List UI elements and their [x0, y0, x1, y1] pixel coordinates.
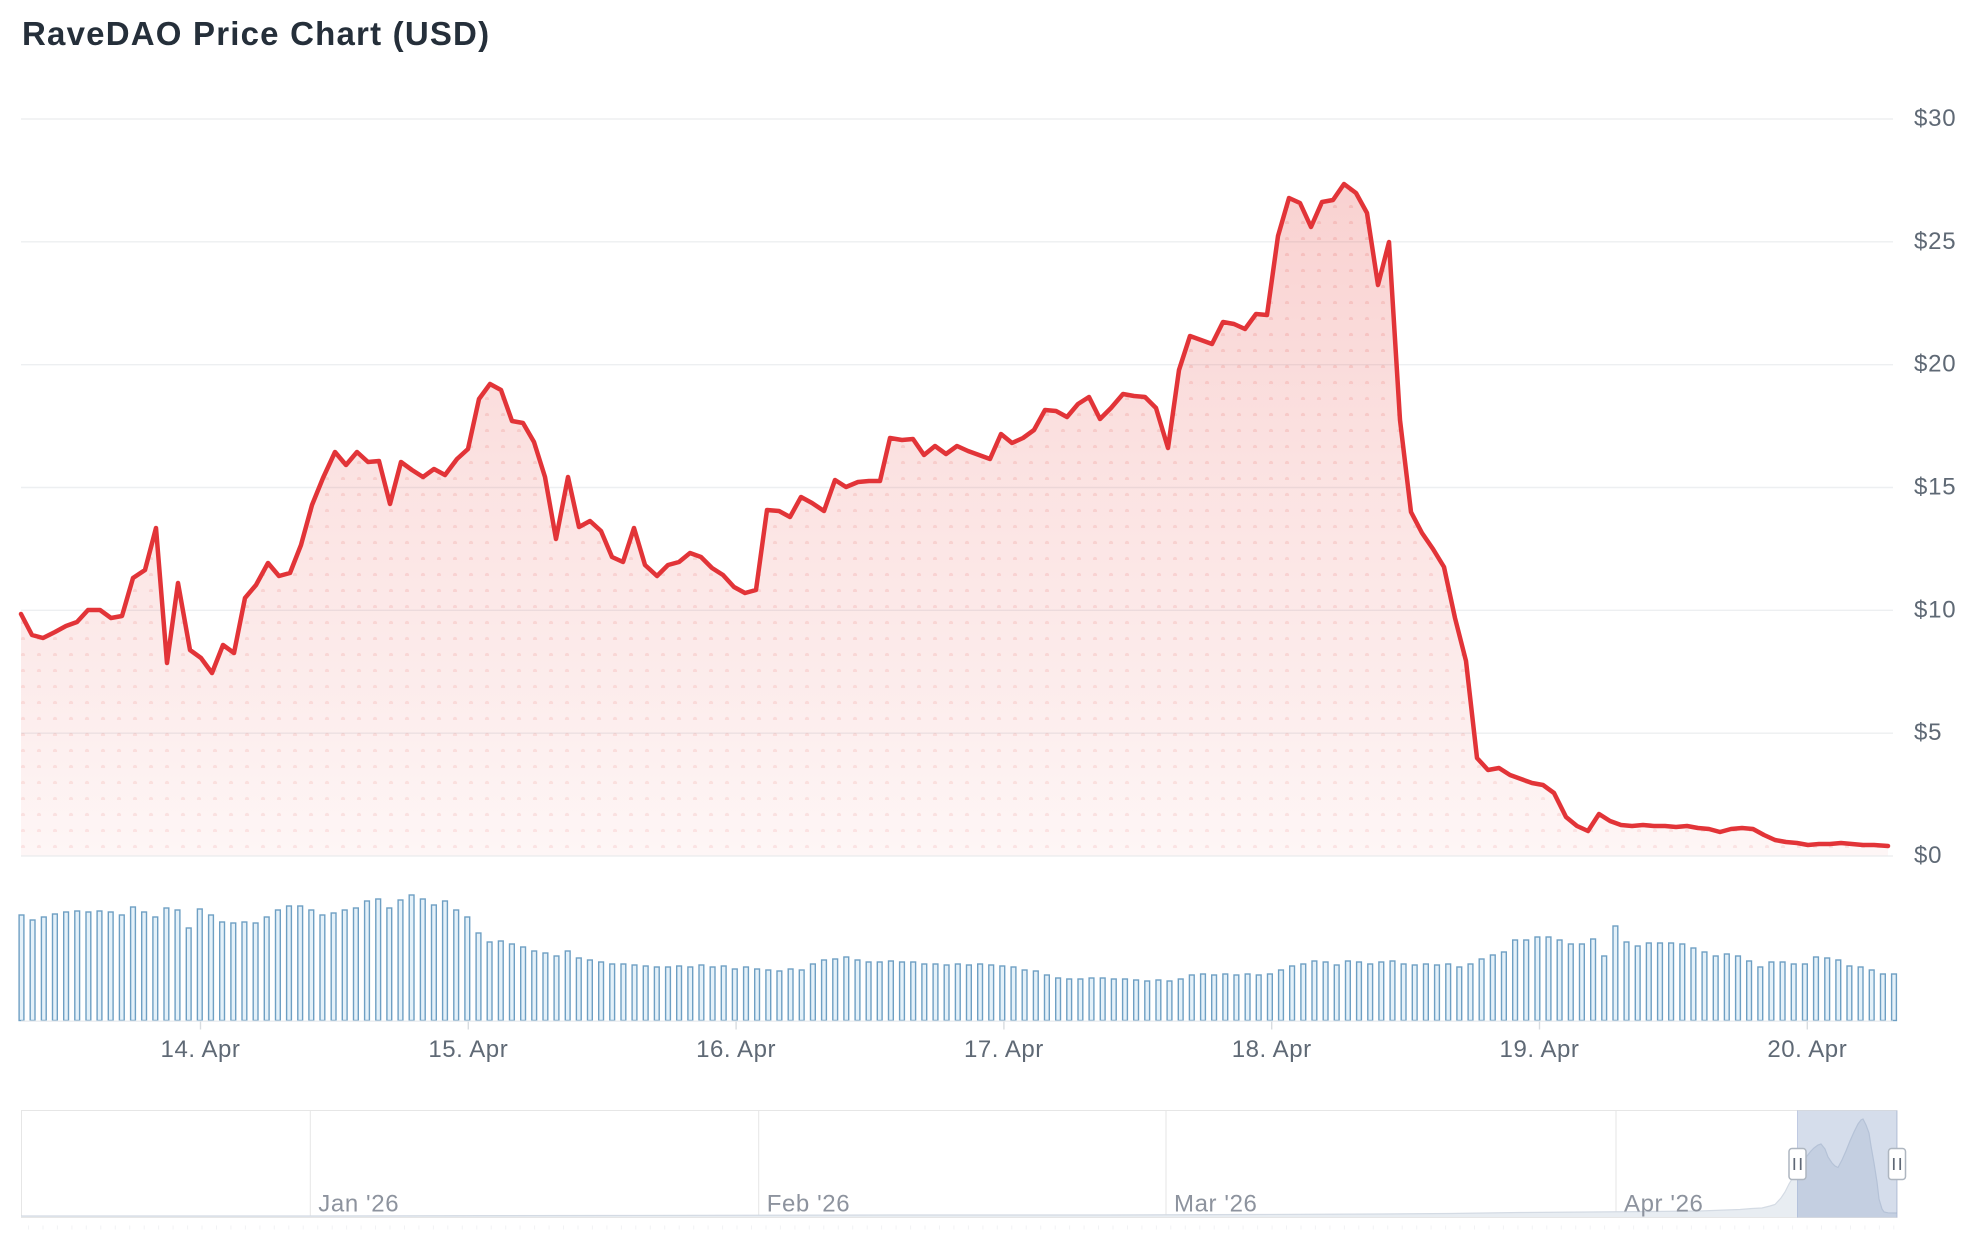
svg-text:18. Apr: 18. Apr	[1232, 1036, 1312, 1063]
svg-text:$5: $5	[1914, 719, 1942, 746]
svg-text:14. Apr: 14. Apr	[161, 1036, 241, 1063]
svg-text:$20: $20	[1914, 351, 1956, 378]
svg-text:$10: $10	[1914, 596, 1956, 623]
svg-text:Apr '26: Apr '26	[1624, 1191, 1704, 1218]
svg-text:$15: $15	[1914, 474, 1956, 501]
svg-text:Jan '26: Jan '26	[318, 1191, 399, 1218]
svg-text:$25: $25	[1914, 228, 1956, 255]
svg-text:$0: $0	[1914, 842, 1942, 869]
svg-text:$30: $30	[1914, 105, 1956, 132]
svg-text:17. Apr: 17. Apr	[964, 1036, 1044, 1063]
svg-text:15. Apr: 15. Apr	[428, 1036, 508, 1063]
svg-text:Mar '26: Mar '26	[1174, 1191, 1257, 1218]
svg-text:19. Apr: 19. Apr	[1500, 1036, 1580, 1063]
svg-text:20. Apr: 20. Apr	[1767, 1036, 1847, 1063]
svg-text:RaveDAO Price Chart (USD): RaveDAO Price Chart (USD)	[22, 15, 490, 52]
svg-text:Feb '26: Feb '26	[767, 1191, 851, 1218]
svg-text:16. Apr: 16. Apr	[696, 1036, 776, 1063]
